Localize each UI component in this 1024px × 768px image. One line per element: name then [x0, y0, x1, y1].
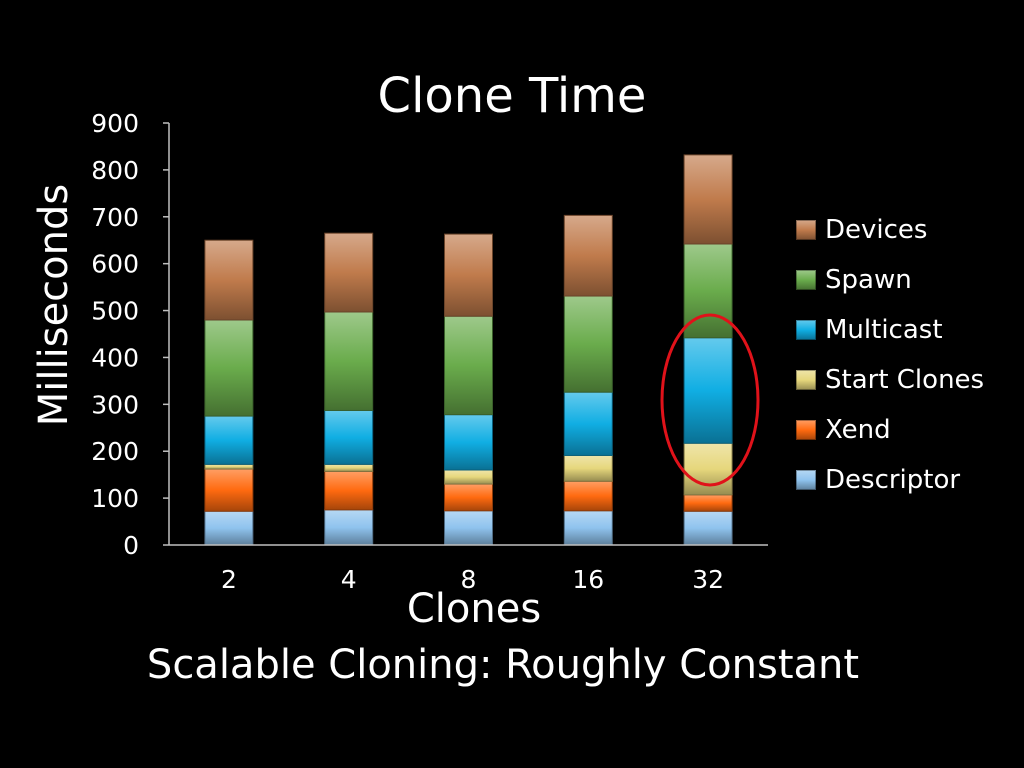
bar-multicast-16 — [563, 391, 613, 456]
legend-item-spawn: Spawn — [796, 255, 984, 305]
y-tick-label: 300 — [91, 390, 139, 419]
bar-devices-32 — [683, 154, 733, 245]
y-tick-label: 400 — [91, 343, 139, 372]
bar-multicast-32 — [683, 337, 733, 444]
legend-swatch — [796, 320, 816, 340]
bar-xend-8 — [444, 483, 493, 512]
x-tick-label: 2 — [221, 565, 237, 594]
bar-spawn-4 — [324, 311, 374, 411]
bar-multicast-4 — [324, 409, 374, 465]
x-tick-label: 4 — [341, 565, 357, 594]
legend-label: Devices — [825, 215, 928, 245]
bar-start-clones-8 — [444, 469, 493, 485]
y-tick-label: 0 — [123, 531, 139, 560]
legend-item-xend: Xend — [796, 405, 984, 455]
y-tick-label: 500 — [91, 297, 139, 326]
y-tick-label: 100 — [91, 484, 139, 513]
bar-devices-4 — [324, 232, 374, 313]
legend-swatch — [796, 470, 816, 490]
y-axis-label: Milliseconds — [31, 183, 77, 427]
x-axis-label: Clones — [406, 586, 542, 632]
bar-devices-16 — [563, 214, 613, 297]
legend-label: Xend — [825, 415, 891, 445]
slide-subtitle: Scalable Cloning: Roughly Constant — [146, 642, 860, 688]
legend-item-devices: Devices — [796, 205, 984, 255]
y-tick-label: 600 — [91, 250, 139, 279]
bar-spawn-32 — [683, 243, 733, 339]
y-tick-label: 800 — [91, 156, 139, 185]
bar-descriptor-32 — [683, 510, 733, 546]
chart-title: Clone Time — [377, 68, 647, 124]
bar-multicast-8 — [444, 414, 493, 471]
x-tick-label: 8 — [461, 565, 477, 594]
y-tick-label: 700 — [91, 203, 139, 232]
bar-spawn-2 — [204, 319, 254, 417]
y-tick-label: 200 — [91, 437, 139, 466]
legend-swatch — [796, 370, 816, 390]
legend: Devices Spawn Multicast Start Clones Xend Des… — [796, 205, 984, 505]
bar-descriptor-2 — [204, 510, 254, 546]
bar-start-clones-16 — [563, 454, 613, 482]
bar-descriptor-4 — [324, 509, 374, 546]
legend-swatch — [796, 420, 816, 440]
bar-multicast-2 — [204, 415, 254, 465]
bar-xend-16 — [563, 480, 613, 512]
legend-label: Multicast — [825, 315, 943, 345]
legend-swatch — [796, 270, 816, 290]
bar-xend-4 — [324, 470, 374, 511]
legend-label: Spawn — [825, 265, 912, 295]
bar-xend-2 — [204, 468, 254, 512]
bar-devices-8 — [444, 233, 493, 317]
x-tick-label: 32 — [692, 565, 724, 594]
bar-descriptor-8 — [444, 510, 493, 546]
highlight-ellipse — [660, 313, 760, 487]
bar-descriptor-16 — [563, 510, 613, 546]
legend-item-start-clones: Start Clones — [796, 355, 984, 405]
bar-spawn-8 — [444, 315, 493, 416]
legend-label: Descriptor — [825, 465, 961, 495]
bar-start-clones-4 — [324, 463, 374, 472]
bar-start-clones-32 — [683, 442, 733, 496]
bar-start-clones-2 — [204, 463, 254, 470]
legend-item-descriptor: Descriptor — [796, 455, 984, 505]
bar-spawn-16 — [563, 295, 613, 393]
legend-label: Start Clones — [825, 365, 985, 395]
bar-xend-32 — [683, 494, 733, 512]
y-tick-label: 900 — [91, 109, 139, 138]
bar-devices-2 — [204, 239, 254, 321]
legend-swatch — [796, 220, 816, 240]
x-tick-label: 16 — [572, 565, 604, 594]
legend-item-multicast: Multicast — [796, 305, 984, 355]
